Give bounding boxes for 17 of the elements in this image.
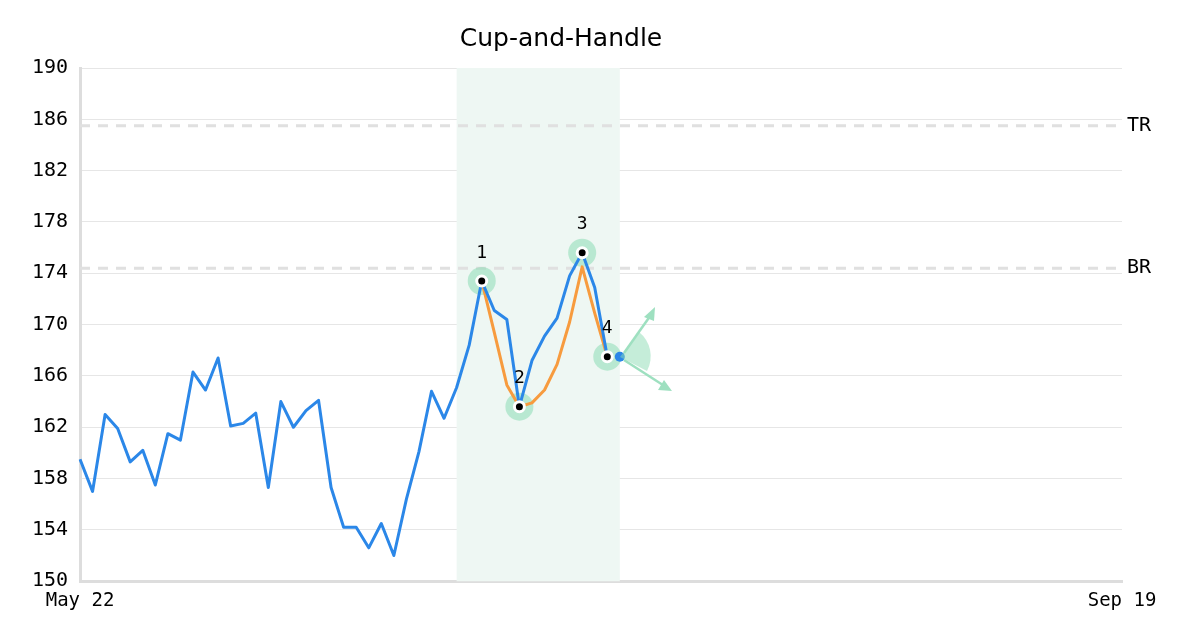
y-tick-label: 178	[31, 208, 68, 233]
y-tick-label: 162	[31, 413, 68, 438]
y-tick-label: 154	[31, 516, 68, 541]
chart-title: Cup-and-Handle	[459, 22, 663, 52]
y-tick-label: 174	[31, 259, 68, 284]
x-tick-label: Sep 19	[1087, 587, 1157, 610]
y-tick-label: 166	[31, 362, 68, 387]
ref-line-label: TR	[1127, 111, 1153, 136]
y-tick-label: 182	[31, 156, 68, 181]
y-tick-label: 170	[31, 310, 68, 335]
ref-line-label: BR	[1127, 254, 1153, 279]
y-tick-label: 158	[31, 464, 68, 489]
annotation: 3	[576, 212, 588, 234]
annotation: 1	[476, 240, 488, 262]
y-tick-label: 190	[31, 54, 68, 79]
y-tick-label: 186	[31, 105, 68, 130]
point	[614, 351, 625, 362]
